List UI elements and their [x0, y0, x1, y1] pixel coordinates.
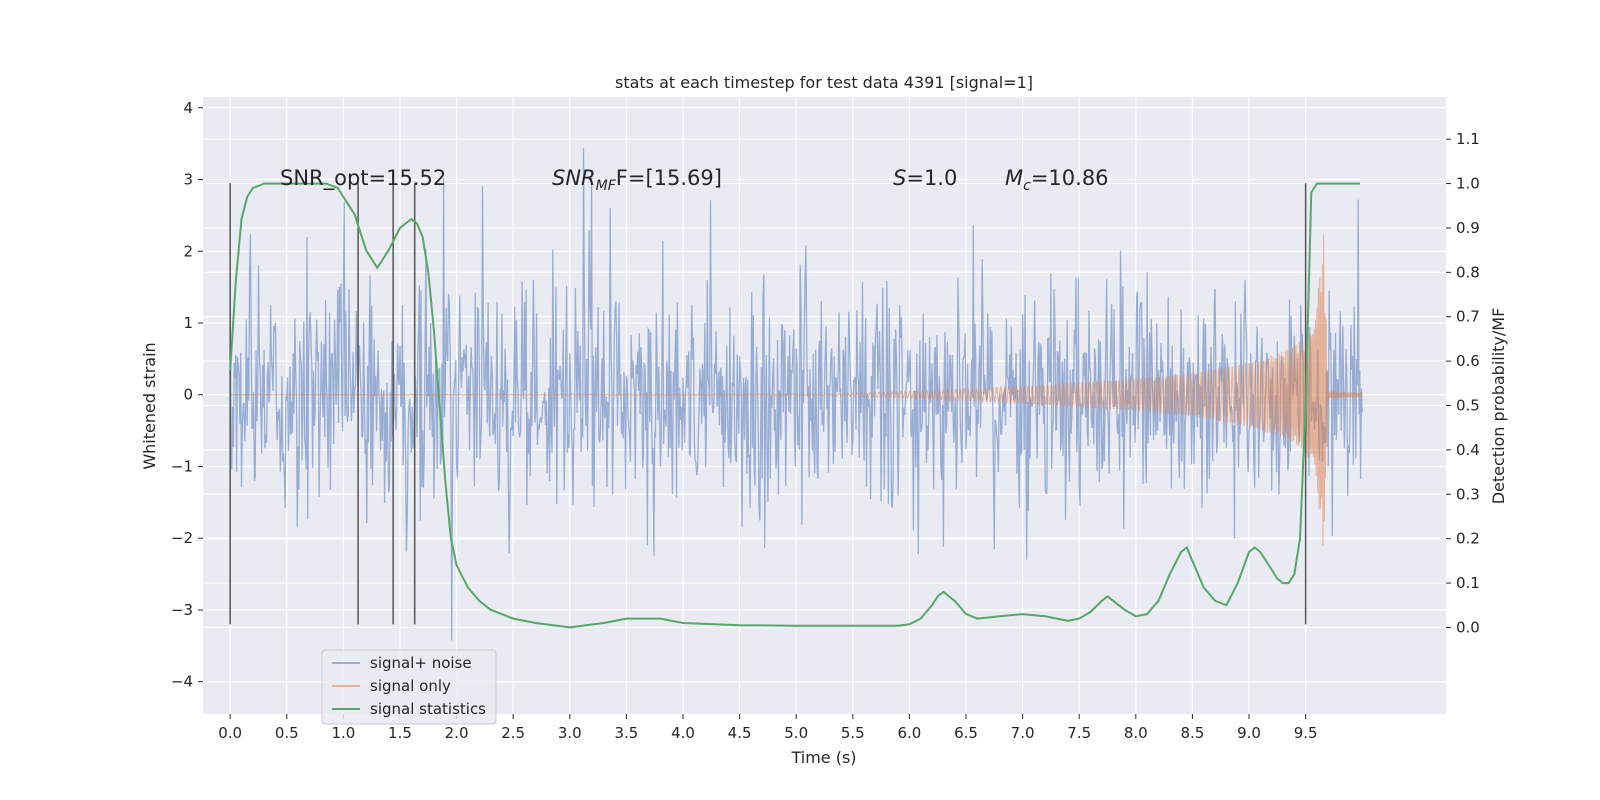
y-right-tick-label: 0.6 — [1456, 352, 1480, 370]
mc-base: M — [1005, 166, 1023, 190]
y-right-tick-label: 0.9 — [1456, 219, 1480, 237]
y-left-axis-title: Whitened strain — [140, 342, 159, 469]
legend-box — [321, 649, 497, 725]
x-tick-label: 6.0 — [897, 724, 921, 742]
series-line-signal-statistics — [229, 182, 1360, 629]
series-line-signal-only — [230, 234, 1363, 546]
s-tail: =1.0 — [906, 166, 957, 190]
series-line-signal-noise — [229, 148, 1363, 641]
annotation-mc: Mc=10.86 — [1005, 166, 1109, 194]
y-left-axis-ticks: 4 3 2 1 0 −1 −2 −3 −4 — [171, 99, 203, 691]
legend: signal+ noise signal only signal statist… — [321, 649, 497, 725]
mc-tail: =10.86 — [1031, 166, 1109, 190]
series-signal-only — [230, 234, 1363, 546]
x-axis-ticks: 0.0 0.5 1.0 1.5 2.0 2.5 3.0 3.5 4.0 4.5 5.0 5.5 6.0 6… — [218, 714, 1318, 742]
x-tick-label: 1.0 — [331, 724, 355, 742]
snr-mf-tail: F=[15.69] — [616, 166, 722, 190]
chart-title: stats at each timestep for test data 439… — [615, 73, 1033, 92]
snr-mf-base: SNR — [552, 166, 596, 190]
x-tick-label: 7.5 — [1067, 724, 1091, 742]
x-tick-label: 4.0 — [671, 724, 695, 742]
y-right-tick-label: 0.0 — [1456, 618, 1480, 636]
y-right-tick-label: 0.8 — [1456, 263, 1480, 281]
annotation-s: S=1.0 — [893, 166, 957, 190]
y-left-tick-label: −3 — [171, 601, 193, 619]
y-right-tick-label: 0.5 — [1456, 397, 1480, 415]
x-tick-label: 0.0 — [218, 724, 242, 742]
y-right-tick-label: 0.3 — [1456, 485, 1480, 503]
x-tick-label: 6.5 — [954, 724, 978, 742]
s-base: S — [893, 166, 906, 190]
y-right-tick-label: 1.1 — [1456, 130, 1480, 148]
y-left-tick-label: 0 — [183, 386, 193, 404]
x-tick-label: 5.0 — [784, 724, 808, 742]
snr-mf-sub: MF — [596, 178, 617, 194]
x-tick-label: 2.0 — [445, 724, 469, 742]
y-right-tick-label: 1.0 — [1456, 175, 1480, 193]
y-left-tick-label: 3 — [183, 171, 193, 189]
x-axis-title: Time (s) — [790, 748, 856, 767]
y-right-axis-ticks: 1.1 1.0 0.9 0.8 0.7 0.6 0.5 0.4 0.3 0.2 0.1 0.0 — [1446, 130, 1480, 636]
y-left-tick-label: −2 — [171, 529, 193, 547]
y-left-tick-label: −1 — [171, 457, 193, 475]
x-tick-label: 1.5 — [388, 724, 412, 742]
y-right-tick-label: 0.1 — [1456, 574, 1480, 592]
mc-sub: c — [1023, 178, 1031, 194]
y-right-tick-label: 0.2 — [1456, 530, 1480, 548]
y-left-tick-label: 2 — [183, 242, 193, 260]
x-tick-label: 3.0 — [558, 724, 582, 742]
x-tick-label: 0.5 — [275, 724, 299, 742]
x-tick-label: 9.0 — [1237, 724, 1261, 742]
x-tick-label: 4.5 — [728, 724, 752, 742]
x-tick-label: 2.5 — [501, 724, 525, 742]
annotation-snr-opt: SNR_opt=15.52 — [280, 166, 446, 191]
legend-label-signal-only: signal only — [370, 677, 451, 695]
legend-label-signal-statistics: signal statistics — [370, 700, 486, 718]
series-signal-noise — [229, 148, 1363, 641]
x-tick-label: 5.5 — [841, 724, 865, 742]
series-signal-statistics — [229, 182, 1360, 629]
x-tick-label: 9.5 — [1294, 724, 1318, 742]
y-left-tick-label: 1 — [183, 314, 193, 332]
y-right-tick-label: 0.7 — [1456, 308, 1480, 326]
y-right-axis-title: Detection probability/MF — [1489, 308, 1508, 505]
legend-label-signal-noise: signal+ noise — [370, 654, 472, 672]
y-left-tick-label: 4 — [183, 99, 193, 117]
x-tick-label: 3.5 — [614, 724, 638, 742]
x-tick-label: 7.0 — [1011, 724, 1035, 742]
y-right-tick-label: 0.4 — [1456, 441, 1480, 459]
x-tick-label: 8.5 — [1180, 724, 1204, 742]
x-tick-label: 8.0 — [1124, 724, 1148, 742]
y-left-tick-label: −4 — [171, 673, 193, 691]
annotation-snr-mf: SNRMFF=[15.69] — [552, 166, 722, 194]
